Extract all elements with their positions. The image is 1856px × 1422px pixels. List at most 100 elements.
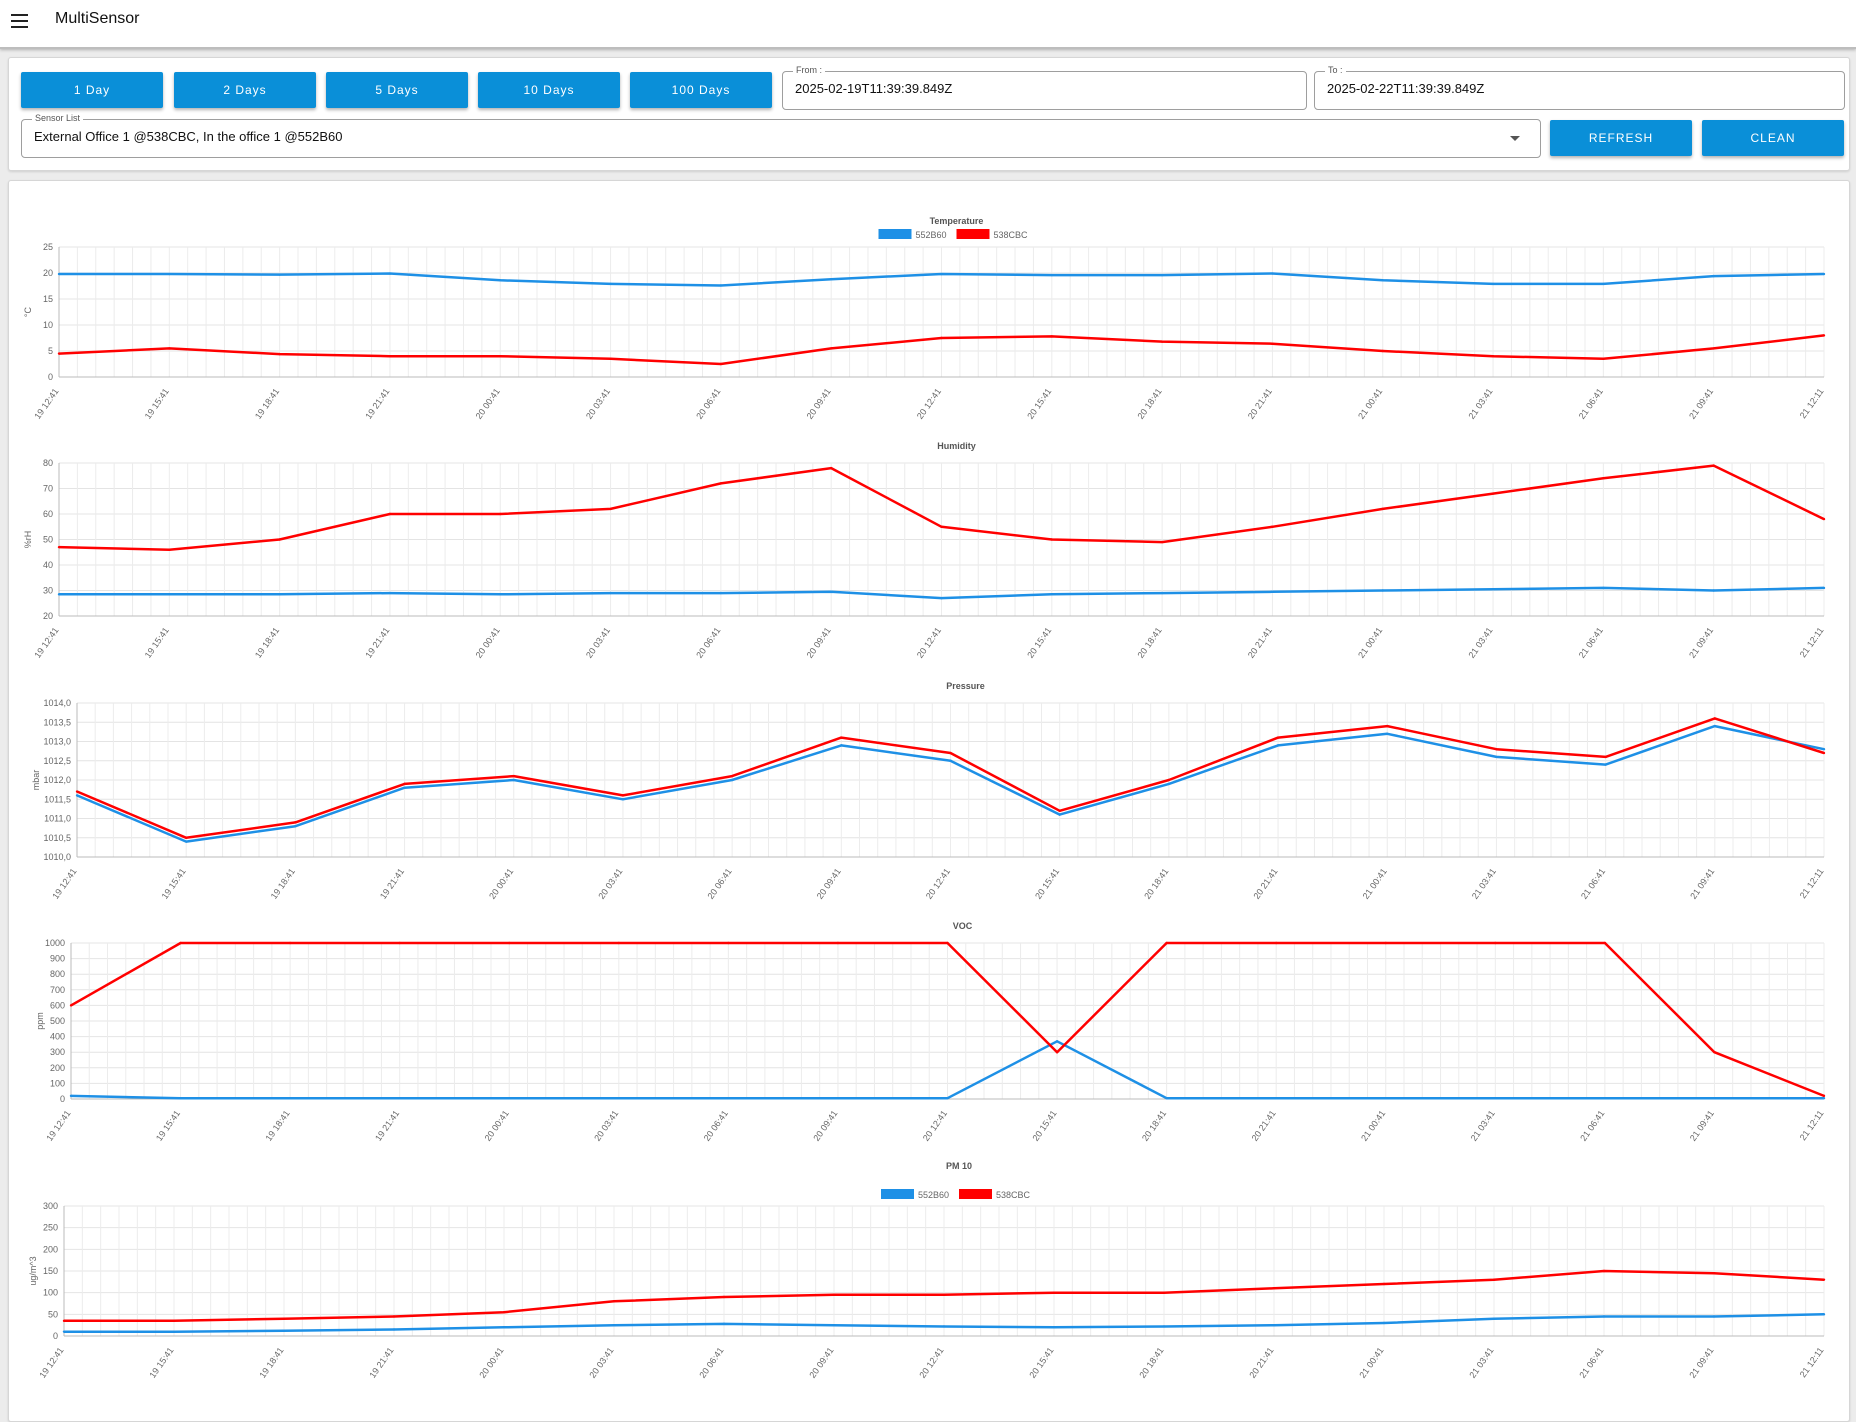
voc-data-point-538cbc	[1165, 941, 1168, 945]
pm-10-data-point-538cbc	[282, 1317, 286, 1320]
pressure-x-tick-label: 20 12:41	[924, 866, 952, 900]
temperature-x-tick-label: 21 03:41	[1466, 386, 1494, 420]
voc-data-point-552b60	[69, 1094, 73, 1098]
humidity-data-point-538cbc	[1712, 464, 1715, 467]
humidity-chart-title: Humidity	[937, 441, 976, 451]
pm-10-data-point-552b60	[62, 1330, 66, 1333]
sensor-list-select[interactable]: Sensor List External Office 1 @538CBC, I…	[21, 113, 1541, 158]
voc-data-point-552b60	[1603, 1097, 1607, 1100]
from-date-field[interactable]: From : 2025-02-19T11:39:39.849Z	[782, 65, 1307, 110]
humidity-x-tick-label: 20 12:41	[915, 625, 943, 659]
humidity-data-point-538cbc	[1602, 477, 1605, 480]
pm-10-x-tick-label: 20 06:41	[697, 1345, 725, 1379]
temperature-data-point-538cbc	[499, 355, 502, 358]
pressure-x-tick-label: 20 21:41	[1251, 866, 1279, 900]
pm-10-y-tick-label: 0	[53, 1331, 58, 1341]
range-10-days-button[interactable]: 10 Days	[478, 72, 620, 108]
humidity-x-tick-label: 20 21:41	[1246, 625, 1274, 659]
temperature-data-point-552b60	[719, 284, 723, 287]
voc-x-tick-label: 21 09:41	[1688, 1108, 1716, 1142]
voc-x-tick-label: 21 03:41	[1469, 1108, 1497, 1142]
humidity-data-point-538cbc	[1381, 507, 1384, 511]
voc-y-tick-label: 800	[50, 969, 65, 979]
pm-10-data-point-538cbc	[722, 1295, 726, 1299]
temperature-x-tick-label: 19 15:41	[143, 386, 171, 420]
pressure-x-tick-label: 21 00:41	[1361, 866, 1389, 900]
voc-data-point-552b60	[398, 1097, 401, 1100]
pressure-data-point-538cbc	[403, 782, 406, 786]
pressure-data-point-538cbc	[184, 836, 188, 839]
temperature-x-tick-label: 20 12:41	[915, 386, 943, 420]
temperature-data-point-552b60	[1050, 273, 1054, 277]
temperature-data-point-552b60	[940, 272, 943, 276]
temperature-data-point-552b60	[1271, 272, 1274, 275]
voc-x-tick-label: 20 18:41	[1140, 1108, 1168, 1142]
temperature-data-point-552b60	[1491, 282, 1495, 286]
voc-x-tick-label: 20 21:41	[1250, 1108, 1278, 1142]
humidity-data-point-552b60	[1602, 586, 1605, 590]
temperature-data-point-538cbc	[1381, 349, 1384, 353]
voc-data-point-538cbc	[1055, 1051, 1059, 1054]
humidity-data-point-538cbc	[388, 512, 392, 516]
temperature-x-tick-label: 20 18:41	[1135, 386, 1163, 420]
temperature-data-point-552b60	[1822, 272, 1826, 276]
pm-10-data-point-538cbc	[1822, 1278, 1826, 1281]
pm-10-data-point-538cbc	[942, 1293, 946, 1297]
humidity-x-tick-label: 20 00:41	[474, 625, 502, 659]
pm-10-data-point-552b60	[502, 1326, 506, 1329]
voc-data-point-552b60	[179, 1097, 182, 1100]
pm-10-data-point-538cbc	[832, 1293, 836, 1297]
humidity-data-point-552b60	[1050, 593, 1054, 596]
temperature-x-tick-label: 21 12:11	[1798, 386, 1826, 420]
pressure-data-point-538cbc	[1604, 755, 1607, 759]
range-5-days-button[interactable]: 5 Days	[326, 72, 468, 108]
humidity-data-point-552b60	[388, 591, 392, 595]
humidity-data-point-552b60	[168, 593, 171, 596]
temperature-legend-label-538cbc: 538CBC	[994, 230, 1029, 240]
voc-y-tick-label: 500	[50, 1016, 65, 1026]
pm-10-x-tick-label: 20 12:41	[917, 1345, 945, 1379]
range-100-days-button[interactable]: 100 Days	[630, 72, 772, 108]
voc-data-point-538cbc	[946, 941, 949, 945]
temperature-data-point-538cbc	[719, 362, 723, 366]
temperature-x-tick-label: 20 06:41	[694, 386, 722, 420]
humidity-y-tick-label: 40	[43, 560, 53, 570]
range-1-day-button[interactable]: 1 Day	[21, 72, 163, 108]
pm-10-data-point-552b60	[1162, 1325, 1166, 1328]
clean-button[interactable]: CLEAN	[1702, 120, 1844, 156]
humidity-data-point-538cbc	[1160, 540, 1164, 544]
to-date-field[interactable]: To : 2025-02-22T11:39:39.849Z	[1314, 65, 1845, 110]
pm-10-x-tick-label: 20 15:41	[1027, 1345, 1055, 1379]
controls-panel: 1 Day 2 Days 5 Days 10 Days 100 Days Fro…	[8, 57, 1850, 171]
range-2-days-button[interactable]: 2 Days	[174, 72, 316, 108]
pm-10-data-point-552b60	[1382, 1321, 1386, 1325]
voc-data-point-538cbc	[508, 941, 511, 945]
pressure-y-tick-label: 1012,5	[43, 756, 71, 766]
pressure-data-point-552b60	[1167, 782, 1171, 786]
voc-data-point-552b60	[1494, 1097, 1497, 1100]
humidity-data-point-538cbc	[57, 545, 61, 549]
pm-10-legend-swatch-552b60	[881, 1189, 914, 1199]
pressure-data-point-538cbc	[1822, 751, 1826, 755]
temperature-data-point-538cbc	[1050, 335, 1054, 338]
humidity-data-point-552b60	[278, 593, 281, 596]
temperature-data-point-538cbc	[940, 336, 943, 340]
humidity-y-axis-label: %rH	[23, 531, 33, 549]
pm-10-x-tick-label: 20 00:41	[477, 1345, 505, 1379]
humidity-data-point-552b60	[1712, 589, 1715, 592]
humidity-data-point-538cbc	[829, 466, 833, 470]
chevron-down-icon[interactable]	[1510, 136, 1520, 141]
pressure-x-tick-label: 20 15:41	[1033, 866, 1061, 900]
pm-10-legend-label-552b60: 552B60	[918, 1190, 949, 1200]
humidity-x-tick-label: 21 03:41	[1466, 625, 1494, 659]
menu-icon[interactable]	[11, 14, 28, 28]
humidity-y-tick-label: 80	[43, 458, 53, 468]
voc-y-tick-label: 100	[50, 1078, 65, 1088]
pm-10-legend-label-538cbc: 538CBC	[996, 1190, 1031, 1200]
pressure-data-point-552b60	[1495, 755, 1498, 759]
pressure-data-point-552b60	[294, 825, 297, 828]
refresh-button[interactable]: REFRESH	[1550, 120, 1692, 156]
voc-data-point-552b60	[288, 1097, 292, 1100]
temperature-x-tick-label: 19 12:41	[32, 386, 60, 420]
to-value: 2025-02-22T11:39:39.849Z	[1327, 81, 1485, 96]
